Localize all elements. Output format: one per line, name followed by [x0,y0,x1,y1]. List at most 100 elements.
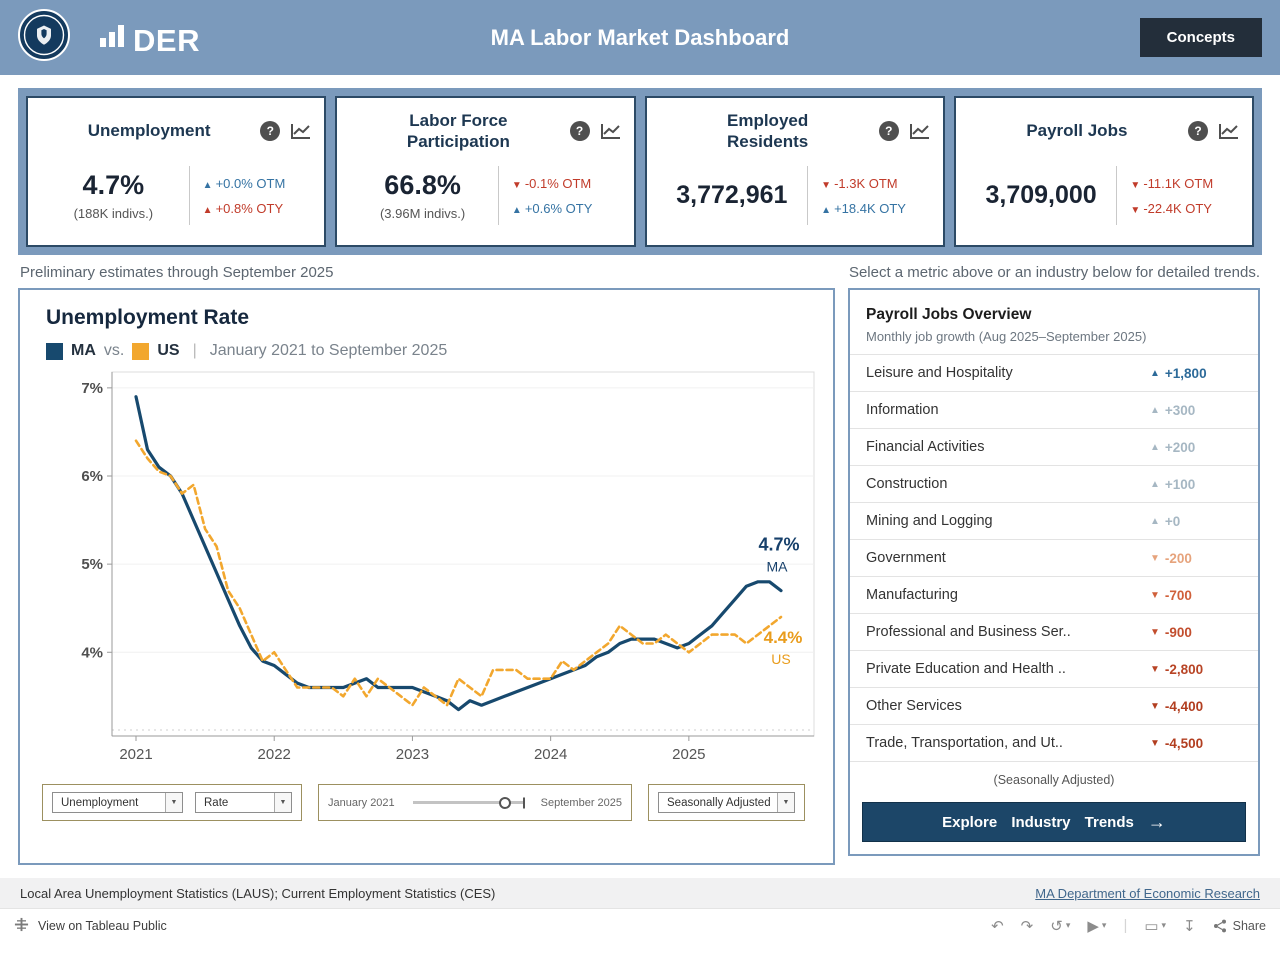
right-arrow-icon: → [1147,811,1166,832]
change-arrow-icon: ▲ [202,204,213,216]
der-logo-text: DER [133,22,200,58]
reset-icon[interactable]: ↺ ▾ [1050,917,1071,935]
view-on-tableau-public-link[interactable]: View on Tableau Public [14,917,167,935]
metric-dropdown[interactable]: Unemployment ▼ [52,792,183,813]
redo-icon[interactable]: ↷ [1020,917,1034,935]
industry-row[interactable]: Construction ▲ +100 [850,465,1258,502]
tableau-toolbar: View on Tableau Public ↶ ↷ ↺ ▾ ▶ ▾ | ▭ ▾ ↧ … [0,908,1280,942]
industry-row[interactable]: Private Education and Health .. ▼ -2,800 [850,650,1258,687]
industry-change-value: -700 [1164,587,1192,603]
industry-change-value: -200 [1164,550,1192,566]
measure-dropdown[interactable]: Rate ▼ [195,792,292,813]
kpi-card-employed-residents[interactable]: Employed Residents ? 3,772,961 ▼ -1.3K OT… [644,96,945,247]
source-footer: Local Area Unemployment Statistics (LAUS… [0,878,1280,908]
date-slider-handle[interactable] [499,796,512,809]
help-icon[interactable]: ? [569,121,590,141]
chart-legend: MA vs. US | January 2021 to September 20… [46,342,820,360]
kpi-title: Unemployment [87,121,211,141]
der-logo-bars-icon [98,21,128,54]
help-icon[interactable]: ? [878,121,899,141]
ma-legend-swatch [46,342,63,360]
industry-name: Professional and Business Ser.. [866,624,1071,640]
undo-icon[interactable]: ↶ [991,917,1004,935]
kpi-card-labor-force-participation[interactable]: Labor Force Participation ? 66.8% (3.96M… [335,96,636,247]
kpi-otm-change: ▼ -11.1K OTM [1130,175,1214,191]
date-range-slider-box: January 2021 September 2025 [318,784,633,821]
svg-text:2023: 2023 [396,746,429,763]
kpi-value: 4.7% [82,170,145,200]
seasonal-adjustment-dropdown[interactable]: Seasonally Adjusted ▼ [658,792,796,813]
chevron-down-icon[interactable]: ▼ [165,793,182,812]
tableau-logo-icon [14,917,29,935]
chevron-down-icon[interactable]: ▼ [274,793,291,812]
industry-change: ▲ +200 [1150,440,1242,455]
trend-chart-icon[interactable] [290,122,312,140]
trend-chart-icon[interactable] [909,122,931,140]
industry-change-value: -4,500 [1164,735,1204,751]
industry-row[interactable]: Other Services ▼ -4,400 [850,687,1258,724]
industry-row[interactable]: Financial Activities ▲ +200 [850,428,1258,465]
industry-row[interactable]: Professional and Business Ser.. ▼ -900 [850,613,1258,650]
trend-chart-icon[interactable] [1218,122,1240,140]
page-title: MA Labor Market Dashboard [490,24,790,50]
industry-name: Trade, Transportation, and Ut.. [866,735,1063,751]
industry-row[interactable]: Mining and Logging ▲ +0 [850,502,1258,539]
preliminary-note: Preliminary estimates through September … [20,264,334,281]
device-preview-icon[interactable]: ▭ ▾ [1144,917,1167,935]
der-logo: DER [98,21,200,58]
industry-change-arrow-icon: ▲ [1150,515,1160,527]
industry-row[interactable]: Leisure and Hospitality ▲ +1,800 [850,354,1258,391]
date-range-label: January 2021 to September 2025 [209,342,448,359]
chart-controls: Unemployment ▼ Rate ▼ January 2021 Septe… [42,784,820,821]
industry-row[interactable]: Information ▲ +300 [850,391,1258,428]
change-arrow-icon: ▲ [202,179,213,191]
kpi-title: Payroll Jobs [1026,121,1128,141]
help-icon[interactable]: ? [260,121,281,141]
replay-icon[interactable]: ▶ ▾ [1087,917,1107,935]
industry-name: Government [866,550,946,566]
concepts-button[interactable]: Concepts [1139,18,1262,57]
kpi-card-head: Labor Force Participation ? [347,106,623,156]
slider-end-label: September 2025 [540,796,623,809]
industry-change-arrow-icon: ▲ [1150,404,1160,416]
help-icon[interactable]: ? [1188,121,1208,141]
industry-panel-subtitle: Monthly job growth (Aug 2025–September 2… [866,329,1147,344]
industry-name: Manufacturing [866,587,958,603]
chevron-down-icon[interactable]: ▼ [777,793,795,812]
us-legend-swatch [132,342,150,360]
kpi-value: 3,772,961 [676,181,788,209]
industry-change: ▼ -2,800 [1150,662,1242,677]
trend-chart-icon[interactable] [600,122,622,140]
industry-row[interactable]: Trade, Transportation, and Ut.. ▼ -4,500 [850,724,1258,761]
kpi-card-unemployment[interactable]: Unemployment ? 4.7% (188K indivs.) ▲ +0.0… [26,96,327,247]
chevron-down-icon: ▾ [1065,920,1071,930]
share-button[interactable]: Share [1213,919,1266,933]
svg-text:2025: 2025 [672,746,705,763]
change-arrow-icon: ▼ [511,179,522,191]
kpi-card-payroll-jobs[interactable]: Payroll Jobs ? 3,709,000 ▼ -11.1K OTM ▼ -2… [953,96,1254,247]
unemployment-rate-panel: Unemployment Rate MA vs. US | January 20… [18,288,835,865]
industry-change: ▼ -4,400 [1150,699,1242,714]
date-slider-track[interactable] [412,796,525,809]
industry-row[interactable]: Government ▼ -200 [850,539,1258,576]
industry-row[interactable]: Manufacturing ▼ -700 [850,576,1258,613]
der-website-link[interactable]: MA Department of Economic Research [1035,885,1260,901]
industry-name: Leisure and Hospitality [866,365,1013,381]
legend-divider: | [192,342,197,359]
unemployment-rate-chart[interactable]: 7% 6% 5% 4% 2021 2022 2023 2024 2025 4.7% MA 4.4% US [36,364,819,774]
svg-text:2022: 2022 [258,746,291,763]
industry-change-arrow-icon: ▲ [1150,441,1160,453]
payroll-jobs-overview-panel: Payroll Jobs Overview Monthly job growth… [848,288,1260,856]
svg-text:5%: 5% [81,556,103,573]
change-arrow-icon: ▼ [1130,179,1141,191]
chevron-down-icon: ▾ [1101,920,1107,930]
download-icon[interactable]: ↧ [1183,917,1196,935]
kpi-oty-change: ▲ +0.6% OTY [511,200,593,216]
kpi-oty-change: ▲ +0.8% OTY [202,200,284,216]
explore-industry-trends-button[interactable]: Explore Industry Trends → [862,802,1246,842]
change-arrow-icon: ▲ [511,204,522,216]
industry-change-arrow-icon: ▼ [1150,737,1160,749]
industry-change-value: +200 [1164,439,1196,455]
industry-change-arrow-icon: ▲ [1150,478,1160,490]
kpi-subvalue: (3.96M indivs.) [379,206,466,221]
